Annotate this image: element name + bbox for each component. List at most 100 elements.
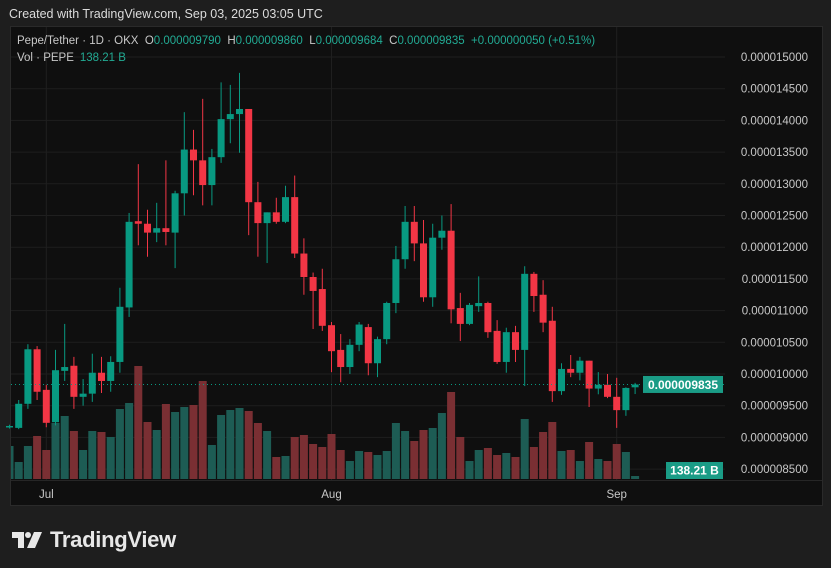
candle-body[interactable] — [125, 221, 133, 308]
y-tick-label: 0.000012000 — [741, 242, 808, 254]
candle-body[interactable] — [622, 387, 630, 411]
candle-body[interactable] — [180, 149, 188, 194]
candle-body[interactable] — [392, 259, 400, 303]
candle-body[interactable] — [107, 361, 115, 381]
candle-body[interactable] — [208, 157, 216, 186]
last-price-label: 0.000009835 — [648, 378, 718, 392]
candle-body[interactable] — [144, 223, 151, 233]
volume-bar — [14, 462, 23, 479]
last-price-badge — [643, 375, 723, 393]
candle-body[interactable] — [576, 360, 584, 373]
candle-body[interactable] — [613, 396, 621, 411]
candle-body[interactable] — [171, 193, 179, 233]
candle-body[interactable] — [6, 425, 13, 428]
candle-body[interactable] — [217, 119, 225, 158]
volume-bar — [447, 392, 456, 479]
volume-bar — [557, 451, 566, 479]
candle-body[interactable] — [70, 365, 78, 397]
candle-body[interactable] — [318, 289, 326, 326]
candle-body[interactable] — [438, 230, 446, 238]
candle-body[interactable] — [254, 202, 262, 224]
candle-body[interactable] — [502, 332, 510, 362]
candle-body[interactable] — [190, 149, 197, 161]
tradingview-logo: TradingView — [12, 527, 176, 553]
candle-body[interactable] — [631, 384, 639, 388]
candle-body[interactable] — [594, 384, 602, 389]
candle-body[interactable] — [567, 368, 575, 373]
candle-body[interactable] — [42, 389, 50, 423]
candle-body[interactable] — [116, 306, 124, 362]
candle-body[interactable] — [346, 344, 354, 368]
volume-bar — [336, 450, 345, 479]
candle-body[interactable] — [24, 349, 32, 404]
volume-bar — [419, 430, 428, 479]
volume-bar — [281, 456, 290, 479]
candle-body[interactable] — [530, 273, 538, 297]
candle-body[interactable] — [355, 324, 363, 345]
candle-body[interactable] — [447, 230, 455, 310]
candle-body[interactable] — [548, 320, 556, 392]
volume-label: Vol · PEPE — [17, 52, 74, 64]
candle-body[interactable] — [236, 108, 243, 115]
volume-bar — [180, 407, 189, 479]
volume-bar — [235, 408, 244, 479]
y-tick-label: 0.000010500 — [741, 337, 808, 349]
volume-bar — [42, 450, 51, 479]
volume-bar — [299, 435, 308, 479]
candle-body[interactable] — [328, 325, 335, 352]
volume-bar — [401, 431, 410, 479]
candle-body[interactable] — [585, 360, 593, 389]
candle-body[interactable] — [88, 372, 96, 394]
volume-bar — [502, 453, 511, 479]
volume-bar — [373, 455, 382, 479]
candle-body[interactable] — [337, 349, 345, 368]
candle-body[interactable] — [309, 276, 317, 291]
candle-body[interactable] — [484, 302, 492, 333]
candle-body[interactable] — [401, 221, 409, 260]
candle-body[interactable] — [134, 221, 142, 224]
candle-body[interactable] — [291, 197, 299, 254]
candle-body[interactable] — [466, 304, 473, 324]
candle-body[interactable] — [79, 393, 87, 397]
candle-body[interactable] — [604, 384, 611, 397]
volume-bar — [428, 428, 437, 479]
volume-bar — [125, 403, 134, 479]
candle-body[interactable] — [98, 372, 105, 381]
low-label: L — [309, 35, 316, 47]
candle-body[interactable] — [245, 108, 253, 203]
candle-body[interactable] — [52, 370, 59, 423]
candle-body[interactable] — [263, 212, 271, 224]
candle-body[interactable] — [475, 302, 483, 307]
candle-body[interactable] — [199, 160, 207, 186]
candle-body[interactable] — [272, 212, 280, 222]
last-volume-label: 138.21 B — [670, 464, 719, 478]
candle-body[interactable] — [15, 403, 23, 428]
change-value: +0.000000050 (+0.51%) — [471, 35, 596, 47]
candle-body[interactable] — [493, 330, 501, 362]
candle-body[interactable] — [429, 237, 437, 298]
candle-body[interactable] — [153, 228, 161, 233]
candle-body[interactable] — [61, 367, 69, 371]
candle-body[interactable] — [374, 339, 381, 364]
volume-bar — [575, 461, 584, 479]
symbol-label: Pepe/Tether · 1D · OKX — [17, 35, 139, 47]
candle-body[interactable] — [521, 273, 529, 350]
candle-body[interactable] — [512, 332, 519, 350]
candle-body[interactable] — [282, 197, 289, 222]
candle-body[interactable] — [558, 368, 565, 392]
candle-body[interactable] — [410, 221, 418, 244]
candle-body[interactable] — [162, 228, 170, 232]
volume-bar — [483, 448, 492, 479]
volume-bar — [631, 475, 640, 479]
candle-body[interactable] — [383, 302, 391, 340]
candle-body[interactable] — [456, 308, 464, 324]
volume-bar — [290, 437, 299, 479]
candle-body[interactable] — [300, 253, 308, 277]
volume-value: 138.21 B — [79, 52, 126, 64]
candle-body[interactable] — [364, 327, 372, 364]
candle-body[interactable] — [420, 243, 427, 298]
candle-body[interactable] — [539, 294, 547, 323]
candle-body[interactable] — [226, 114, 234, 120]
candle-body[interactable] — [33, 349, 41, 392]
